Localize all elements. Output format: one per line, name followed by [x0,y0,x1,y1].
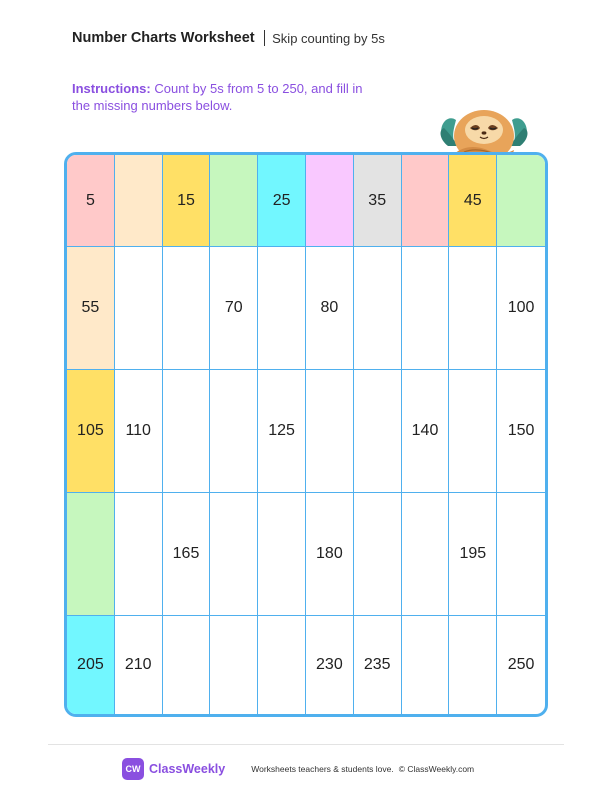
blank-number-cell[interactable] [305,155,354,247]
blank-number-cell[interactable] [114,247,163,370]
chart-row: 5 15 25 35 45 [67,155,545,247]
blank-number-cell[interactable] [353,493,402,616]
title-separator [263,30,266,46]
blank-number-cell[interactable] [210,493,259,616]
number-cell: 110 [114,370,163,493]
number-cell: 230 [306,616,354,714]
blank-number-cell[interactable] [305,370,354,493]
number-cell: 105 [67,370,115,493]
worksheet-subtitle: Skip counting by 5s [272,30,385,46]
footer-copyright: © ClassWeekly.com [398,764,475,774]
number-cell: 210 [115,616,163,714]
blank-number-cell[interactable] [258,616,306,714]
number-cell: 15 [162,155,211,247]
number-cell: 5 [67,155,115,247]
blank-number-cell[interactable] [497,493,545,616]
blank-number-cell[interactable] [449,247,498,370]
footer-tagline: Worksheets teachers & students love. [251,764,394,774]
blank-number-cell[interactable] [449,370,498,493]
number-cell: 45 [449,155,498,247]
chart-row: 165 180 195 [67,493,545,616]
blank-number-cell[interactable] [449,616,498,714]
worksheet-header: Number Charts Worksheet Skip counting by… [72,28,385,48]
blank-number-cell[interactable] [210,155,259,247]
number-chart: 5 15 25 35 45 55 70 80 100 105 110 125 140 150 165 180 1… [64,152,548,717]
blank-number-cell[interactable] [210,370,259,493]
chart-row: 55 70 80 100 [67,247,545,370]
classweekly-logo: CW [122,758,144,780]
instructions-text: Count by 5s from 5 to 250, and fill in t… [72,81,363,113]
blank-number-cell[interactable] [402,616,450,714]
chart-row: 205 210 230 235 250 [67,616,545,714]
worksheet-title: Number Charts Worksheet [72,30,255,46]
number-cell: 205 [67,616,115,714]
number-cell: 165 [162,493,211,616]
blank-number-cell[interactable] [162,370,211,493]
number-cell: 150 [497,370,545,493]
number-cell: 180 [305,493,354,616]
footer: CW ClassWeekly Worksheets teachers & stu… [122,758,474,780]
blank-number-cell[interactable] [353,370,402,493]
number-cell: 250 [507,656,535,673]
number-cell: 25 [258,155,306,247]
blank-number-cell[interactable] [210,616,259,714]
blank-number-cell[interactable] [258,493,306,616]
blank-number-cell[interactable] [114,493,163,616]
blank-number-cell[interactable] [497,155,545,247]
number-cell: 70 [210,247,259,370]
number-cell: 80 [305,247,354,370]
number-cell: 35 [353,155,402,247]
blank-number-cell[interactable] [401,247,450,370]
blank-number-cell[interactable] [162,247,211,370]
blank-number-cell[interactable] [163,616,211,714]
number-cell: 125 [258,370,306,493]
number-chart-rows: 5 15 25 35 45 55 70 80 100 105 110 125 140 150 165 180 1… [67,155,545,714]
number-cell: 195 [449,493,498,616]
instructions: Instructions: Count by 5s from 5 to 250,… [72,80,382,114]
footer-divider [48,744,564,745]
blank-number-cell[interactable] [258,247,306,370]
blank-number-cell[interactable] [114,155,163,247]
number-cell: 55 [67,247,115,370]
blank-number-cell[interactable] [353,247,402,370]
chart-row: 105 110 125 140 150 [67,370,545,493]
blank-number-cell[interactable] [401,493,450,616]
instructions-lead: Instructions: [72,81,151,96]
brand-name: ClassWeekly [149,762,226,776]
number-cell: 235 [354,616,402,714]
blank-number-cell[interactable] [67,493,115,616]
number-cell: 100 [497,247,545,370]
number-cell: 140 [401,370,450,493]
blank-number-cell[interactable] [401,155,450,247]
